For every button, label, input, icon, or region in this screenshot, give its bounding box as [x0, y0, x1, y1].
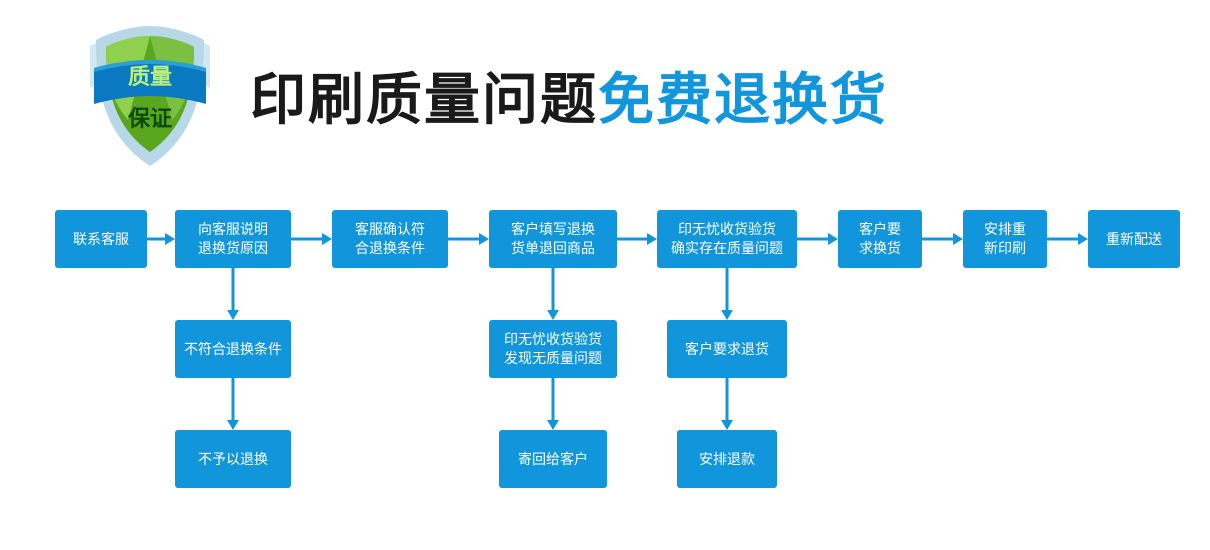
title-part-blue: 免费退换货: [598, 68, 888, 131]
flow-node-n4: 客户填写退换货单退回商品: [489, 210, 617, 268]
header: 质量 保证 印刷质量问题免费退换货: [0, 0, 1210, 180]
flow-node-n10: 印无忧收货验货发现无质量问题: [489, 320, 617, 378]
flow-node-n7: 安排重新印刷: [963, 210, 1047, 268]
flow-node-n11: 客户要求退货: [667, 320, 787, 378]
flow-arrow: [546, 268, 560, 320]
flow-arrow: [448, 232, 489, 246]
flow-arrow: [720, 378, 734, 430]
flow-node-n1: 联系客服: [55, 210, 147, 268]
flow-arrow: [1047, 232, 1088, 246]
shield-text-line1: 质量: [128, 64, 172, 89]
flow-arrow: [291, 232, 332, 246]
flow-node-n5: 印无忧收货验货确实存在质量问题: [657, 210, 797, 268]
flow-node-n3: 客服确认符合退换条件: [332, 210, 448, 268]
flow-node-n12: 不予以退换: [175, 430, 291, 488]
flow-node-n8: 重新配送: [1088, 210, 1180, 268]
flow-node-n6: 客户要求换货: [838, 210, 922, 268]
flow-arrow: [617, 232, 657, 246]
shield-badge: 质量 保证: [80, 20, 220, 170]
flow-node-n13: 寄回给客户: [499, 430, 607, 488]
shield-text-line2: 保证: [127, 106, 172, 131]
page-title: 印刷质量问题免费退换货: [250, 55, 888, 136]
flow-arrow: [720, 268, 734, 320]
flow-arrow: [922, 232, 963, 246]
flow-node-n2: 向客服说明退换货原因: [175, 210, 291, 268]
title-part-black: 印刷质量问题: [250, 68, 598, 131]
flow-arrow: [546, 378, 560, 430]
flow-node-n9: 不符合退换条件: [175, 320, 291, 378]
flow-arrow: [147, 232, 175, 246]
flowchart: 联系客服向客服说明退换货原因客服确认符合退换条件客户填写退换货单退回商品印无忧收…: [0, 190, 1210, 550]
flow-arrow: [226, 268, 240, 320]
flow-node-n14: 安排退款: [677, 430, 777, 488]
flow-arrow: [797, 232, 838, 246]
flow-arrow: [226, 378, 240, 430]
